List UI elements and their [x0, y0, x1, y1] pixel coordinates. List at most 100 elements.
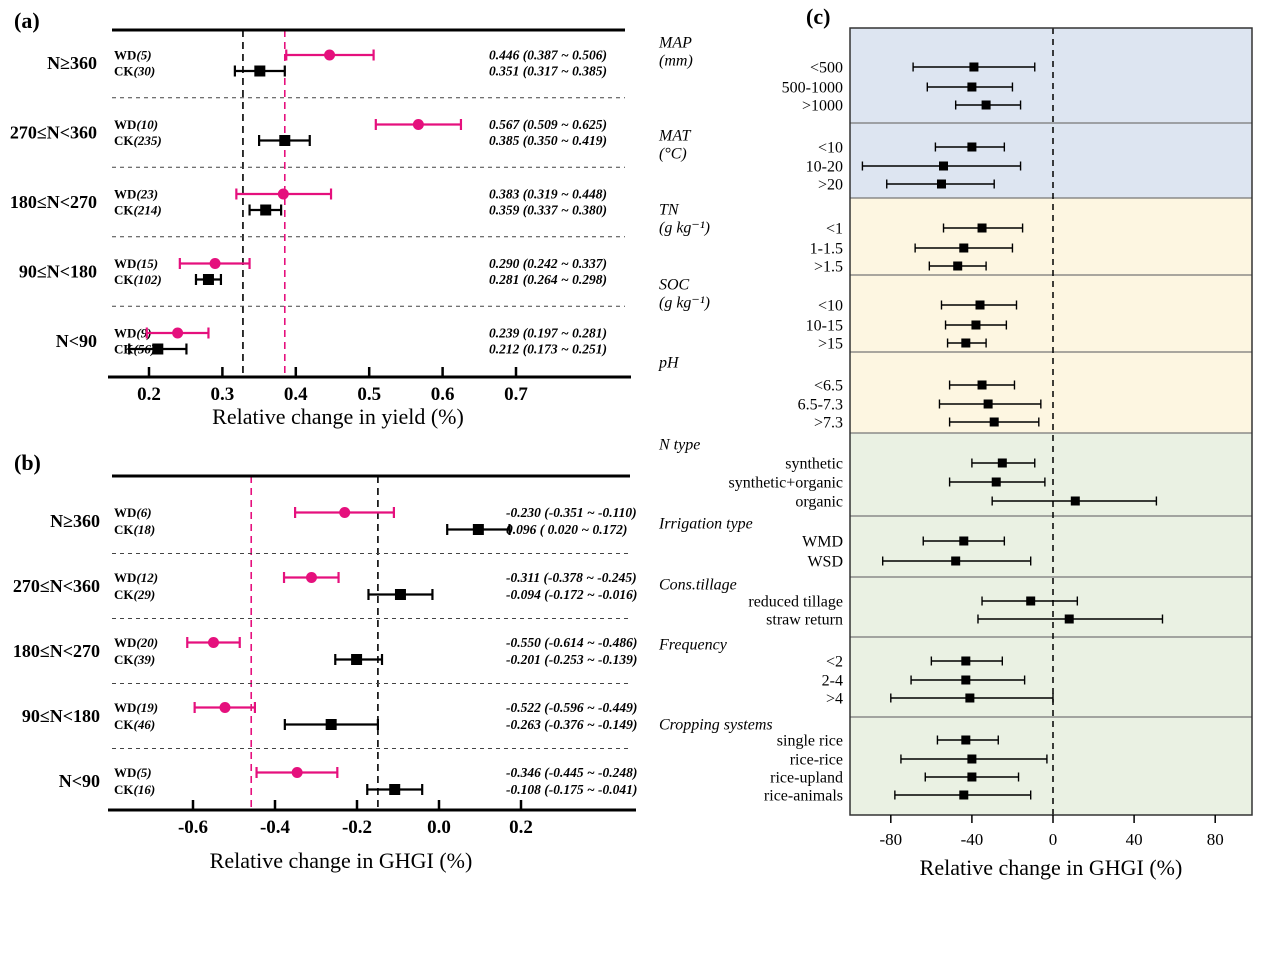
point-marker: [1064, 614, 1074, 624]
panel-b-row-ck: CK(18) 0.096 ( 0.020 ~ 0.172): [114, 522, 627, 537]
panel-c-row: reduced tillage: [748, 594, 1079, 611]
panel-a-tick-label: 0.2: [137, 384, 161, 405]
point-marker: [965, 693, 975, 703]
panel-c-section-header: Cons.tillage: [659, 577, 737, 594]
panel-a-tick-label: 0.3: [211, 384, 235, 405]
panel-c-section-header: MAT: [658, 128, 692, 145]
panel-c-section-bg: [850, 275, 1252, 352]
panel-c-section-bg: [850, 637, 1252, 717]
panel-a-tick-label: 0.6: [431, 384, 455, 405]
panel-c-axis-title: Relative change in GHGI (%): [919, 855, 1183, 880]
panel-c-row-label: <2: [826, 654, 843, 671]
panel-b-tick-label: 0.0: [427, 817, 451, 838]
panel-c-section-0: MAP(mm) <500 500-1000>1000: [658, 35, 1036, 115]
panel-c-row-label: WSD: [807, 554, 843, 571]
panel-a-value-text: 0.359 (0.337 ~ 0.380): [489, 203, 607, 218]
panel-b-value-text: -0.108 (-0.175 ~ -0.041): [506, 782, 637, 797]
panel-b-value-text: 0.096 ( 0.020 ~ 0.172): [506, 522, 627, 537]
panel-a-group-3: 90≤N<180 WD(15) 0.290 (0.242 ~ 0.337)CK(10…: [19, 256, 607, 287]
panel-b-value-text: -0.311 (-0.378 ~ -0.245): [506, 570, 637, 585]
panel-c-section-header: N type: [658, 437, 700, 454]
panel-b-group-2: 180≤N<270 WD(20) -0.550 (-0.614 ~ -0.486) C…: [13, 635, 638, 667]
point-marker: [951, 556, 961, 566]
panel-c-row: WSD: [807, 554, 1032, 571]
panel-c-tick-label: 80: [1207, 830, 1224, 849]
panel-b-tick-label: -0.2: [342, 817, 372, 838]
panel-a-n-label: WD(10): [114, 117, 158, 132]
panel-c-row-label: >15: [818, 336, 843, 353]
panel-a-group-label: 180≤N<270: [10, 192, 97, 212]
point-marker: [1070, 496, 1080, 506]
panel-b-tick-label: 0.2: [509, 817, 533, 838]
panel-c-row-label: >7.3: [814, 415, 843, 432]
panel-a-value-text: 0.446 (0.387 ~ 0.506): [489, 48, 607, 63]
wd-point-marker: [412, 119, 424, 130]
panel-c-row: 2-4: [822, 673, 1026, 690]
panel-a-group-2: 180≤N<270 WD(23) 0.383 (0.319 ~ 0.448)CK(2…: [10, 187, 607, 218]
ck-point-marker: [260, 204, 272, 216]
panel-b-n-label: CK(16): [114, 782, 155, 797]
panel-c-row: >4: [826, 691, 1054, 708]
panel-a-row-ck: CK(30) 0.351 (0.317 ~ 0.385): [114, 64, 607, 79]
panel-a-n-label: WD(23): [114, 187, 158, 202]
panel-c-row-label: rice-rice: [790, 752, 843, 769]
ck-point-marker: [202, 274, 214, 285]
panel-a-row-ck: CK(56) 0.212 (0.173 ~ 0.251): [114, 342, 607, 357]
panel-a-label: (a): [14, 8, 40, 33]
panel-c-section-8: Frequency <2 2-4>4: [658, 637, 1054, 708]
panel-a-tick-label: 0.7: [504, 384, 528, 405]
panel-c-section-header: TN: [659, 202, 680, 219]
panel-c-section-header: pH: [658, 355, 680, 372]
panel-a-group-4: N<90 WD(9) 0.239 (0.197 ~ 0.281)CK(56) 0.21…: [56, 326, 607, 357]
panel-b-row-wd: WD(20) -0.550 (-0.614 ~ -0.486): [114, 635, 637, 650]
panel-c-tick-label: 40: [1126, 830, 1143, 849]
wd-point-marker: [305, 572, 317, 583]
panel-b-value-text: -0.522 (-0.596 ~ -0.449): [506, 700, 637, 715]
panel-b-row-wd: WD(19) -0.522 (-0.596 ~ -0.449): [114, 700, 637, 715]
panel-c-section-header: Irrigation type: [658, 516, 753, 533]
panel-c-row-label: 2-4: [822, 673, 843, 690]
point-marker: [981, 100, 991, 110]
point-marker: [975, 300, 985, 310]
panel-c-row-label: single rice: [777, 733, 843, 750]
panel-b-group-4: N<90 WD(5) -0.346 (-0.445 ~ -0.248) CK(16) -…: [59, 765, 638, 797]
panel-a-n-label: CK(235): [114, 133, 162, 148]
panel-a-value-text: 0.385 (0.350 ~ 0.419): [489, 133, 607, 148]
panel-b-group-label: 90≤N<180: [22, 706, 100, 726]
panel-b-n-label: CK(18): [114, 522, 155, 537]
panel-b-value-text: -0.094 (-0.172 ~ -0.016): [506, 587, 637, 602]
panel-c-row: <1: [826, 221, 1024, 238]
panel-c-row-label: <10: [818, 140, 843, 157]
panel-c-section-bg: [850, 577, 1252, 637]
panel-c-section-4: pH <6.5 6.5-7.3>7.3: [658, 355, 1042, 432]
panel-c-row: 6.5-7.3: [798, 397, 1042, 414]
ck-point-marker: [472, 524, 484, 535]
panel-a-group-1: 270≤N<360 WD(10) 0.567 (0.509 ~ 0.625)CK(2…: [10, 117, 607, 148]
panel-b-row-ck: CK(29) -0.094 (-0.172 ~ -0.016): [114, 587, 637, 602]
panel-c-section-bg: [850, 433, 1252, 516]
panel-c-row-label: rice-animals: [764, 788, 843, 805]
panel-c-tick-label: 0: [1049, 830, 1058, 849]
panel-a-group-0: N≥360 WD(5) 0.446 (0.387 ~ 0.506) CK(30) 0.3…: [47, 48, 607, 79]
panel-c-section-bg: [850, 28, 1252, 123]
panel-c-row: organic: [795, 494, 1158, 511]
panel-c-row: <500: [810, 60, 1036, 77]
panel-a-value-text: 0.281 (0.264 ~ 0.298): [489, 272, 607, 287]
point-marker: [977, 223, 987, 233]
panel-a-tick-label: 0.4: [284, 384, 308, 405]
panel-c-section-header: MAP: [658, 35, 692, 52]
ck-point-marker: [394, 589, 406, 600]
point-marker: [971, 320, 981, 330]
panel-c-row: 1-1.5: [810, 241, 1014, 258]
panel-b-value-text: -0.201 (-0.253 ~ -0.139): [506, 652, 637, 667]
panel-b-n-label: CK(39): [114, 652, 155, 667]
point-marker: [936, 179, 946, 189]
panel-b-group-3: 90≤N<180 WD(19) -0.522 (-0.596 ~ -0.449) CK…: [22, 700, 638, 732]
point-marker: [959, 536, 969, 546]
panel-a-value-text: 0.383 (0.319 ~ 0.448): [489, 187, 607, 202]
point-marker: [983, 399, 993, 409]
panel-b-n-label: CK(46): [114, 717, 155, 732]
panel-c-row-label: >1.5: [814, 259, 843, 276]
wd-point-marker: [277, 188, 289, 200]
panel-c-row: >1.5: [814, 259, 987, 276]
